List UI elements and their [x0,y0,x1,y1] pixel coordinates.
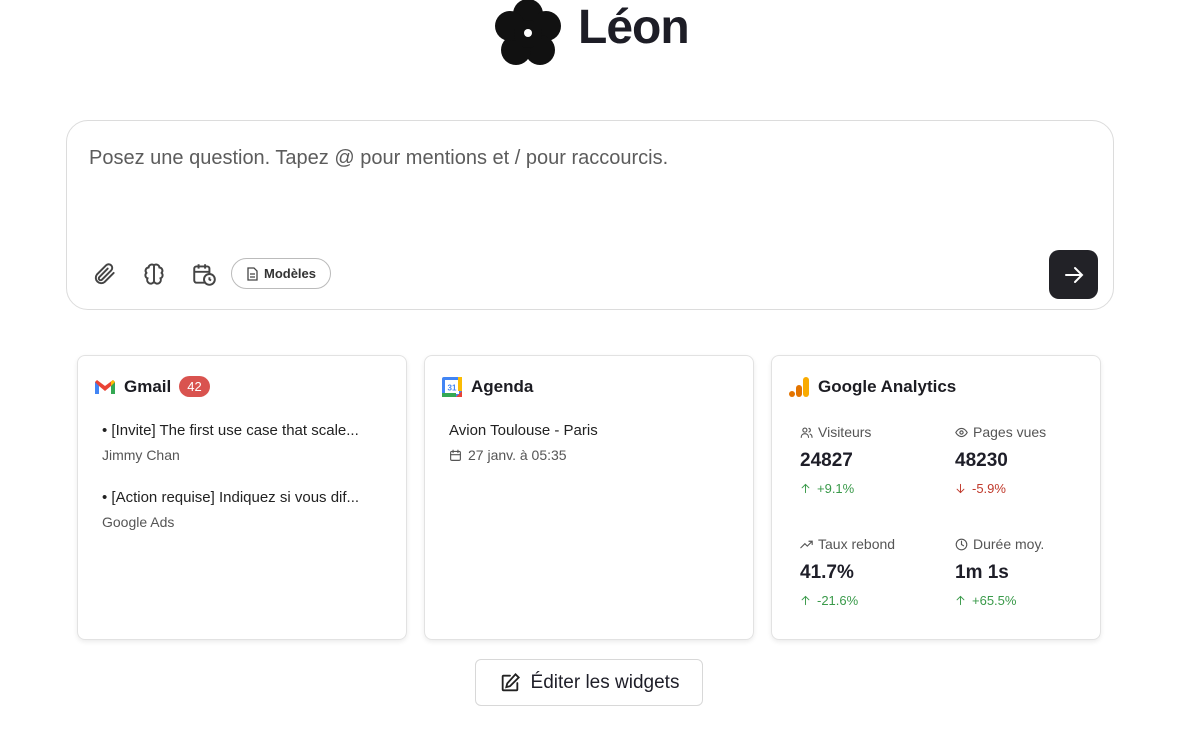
trend-up-arrow [956,595,965,606]
analytics-title: Google Analytics [818,377,957,396]
unread-badge: 42 [179,376,210,397]
metric-label-row: Durée moy. [955,536,1044,552]
gmail-icon [95,379,115,394]
gmail-widget: Gmail 42 • [Invite] The first use case t… [77,355,407,640]
metric-change: -5.9% [972,481,1006,496]
agenda-header: 31 Agenda [441,376,533,398]
event-time-row: 27 janv. à 05:35 [449,447,567,463]
metric-change: -21.6% [817,593,859,608]
gmail-header: Gmail 42 [94,376,210,397]
metric-change-row: +9.1% [800,481,854,496]
logo-title: Léon [578,1,690,54]
metric-icon [955,538,968,550]
send-icon [1064,266,1083,283]
metric-change-row: +65.5% [955,593,1016,608]
input-placeholder[interactable]: Posez une question. Tapez @ pour mention… [89,147,669,169]
metric-value: 41.7% [800,562,854,583]
metric-change-row: -5.9% [955,481,1006,496]
schedule-button[interactable] [191,261,217,287]
metric-label-row: Taux rebond [800,536,895,552]
trend-down-arrow [956,483,965,494]
metric-value: 1m 1s [955,562,1009,583]
attach-button[interactable] [92,261,118,287]
logo-icon [495,0,561,65]
metric-label: Visiteurs [818,424,872,440]
metric-label: Durée moy. [973,536,1045,552]
metric-change-row: -21.6% [800,593,858,608]
gmail-title: Gmail [124,376,172,396]
email-sender: Jimmy Chan [102,447,180,463]
event-title[interactable]: Avion Toulouse - Paris [449,422,598,439]
templates-icon [247,266,258,281]
metric-value: 48230 [955,450,1008,471]
templates-label[interactable]: Modèles [263,266,316,281]
analytics-widget: Google Analytics Visiteurs 24827 +9.1% Page… [771,355,1101,640]
composer[interactable]: Posez une question. Tapez @ pour mention… [66,120,1114,310]
brain-button[interactable] [141,261,167,287]
edit-widgets-button[interactable]: Éditer les widgets [475,659,703,706]
email-sender: Google Ads [102,514,175,530]
agenda-title: Agenda [471,377,534,396]
agenda-widget: 31 Agenda Avion Toulouse - Paris 27 janv.… [424,355,754,640]
templates-button[interactable]: Modèles [231,258,331,289]
metric-icon [800,540,813,548]
edit-icon [501,672,520,691]
metric-label-row: Visiteurs [800,424,871,440]
analytics-icon [789,377,809,397]
trend-up-arrow [801,595,810,606]
trend-up-arrow [801,483,810,494]
email-subject[interactable]: • [Action requise] Indiquez si vous dif.… [102,489,360,506]
email-subject[interactable]: • [Invite] The first use case that scale… [102,422,359,439]
calendar-small-icon [450,449,461,461]
analytics-header: Google Analytics [788,376,956,398]
metric-change: +65.5% [972,593,1017,608]
metric-label-row: Pages vues [955,424,1046,440]
metric-change: +9.1% [817,481,855,496]
metric-label: Pages vues [973,424,1047,440]
metric-icon [800,426,813,438]
metric-value: 24827 [800,450,853,471]
send-button[interactable] [1049,250,1098,299]
event-time: 27 janv. à 05:35 [468,447,567,463]
metric-label: Taux rebond [818,536,896,552]
edit-widgets-label[interactable]: Éditer les widgets [530,671,680,693]
metric-icon [955,427,968,437]
calendar-icon-label: 31 [448,384,457,393]
calendar-icon: 31 [442,377,462,397]
